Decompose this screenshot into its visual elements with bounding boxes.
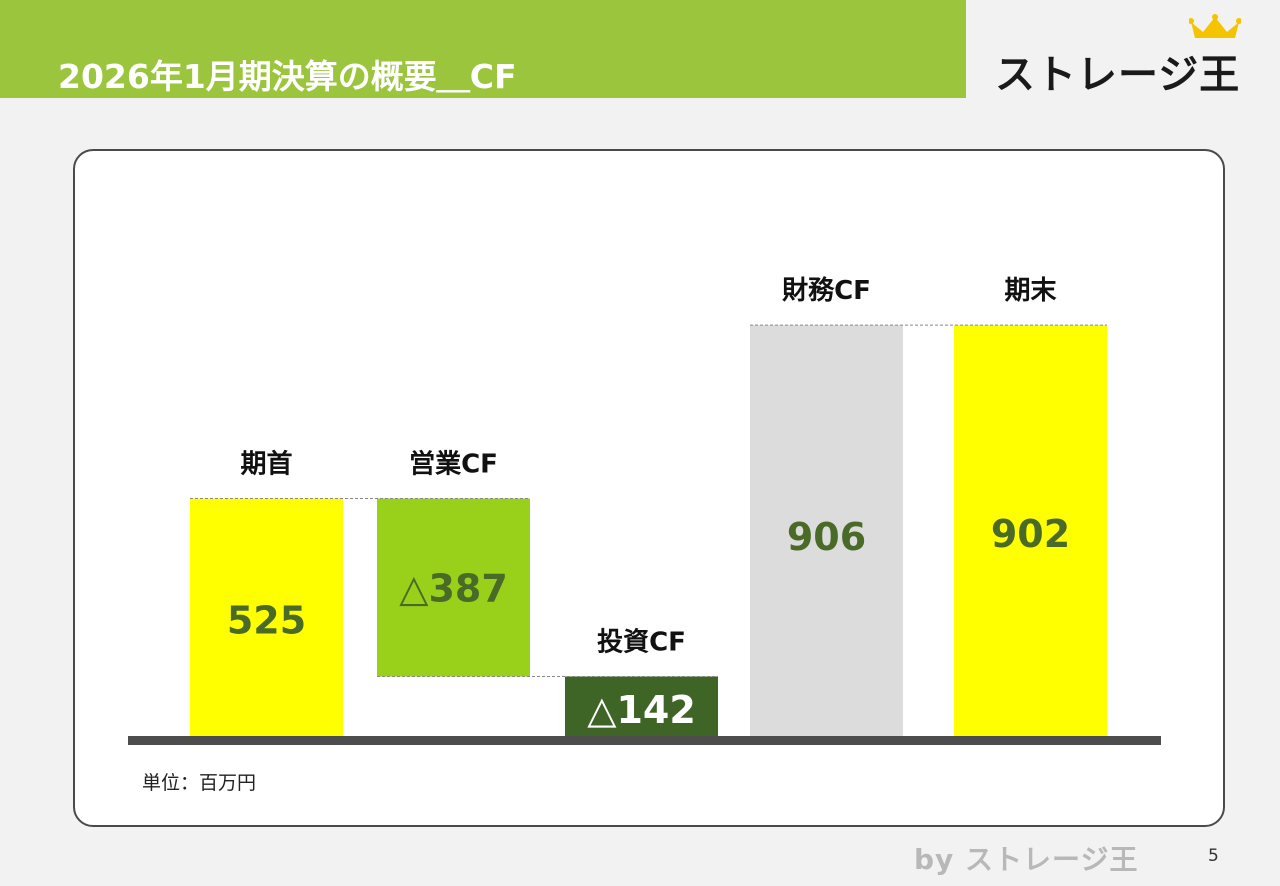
bar-1 [377, 498, 530, 677]
bar-2 [565, 676, 718, 742]
page-title: 2026年1月期決算の概要＿CF [58, 57, 517, 96]
value-label-3: 906 [787, 515, 866, 559]
category-label-2: 投資CF [597, 628, 686, 658]
value-label-2: △142 [587, 688, 696, 732]
logo-text: ストレージ王 [995, 52, 1241, 98]
category-label-3: 財務CF [782, 276, 871, 306]
value-label-1: △387 [399, 567, 508, 611]
value-label-0: 525 [227, 598, 306, 642]
category-label-1: 営業CF [409, 450, 498, 480]
bar-3 [750, 325, 903, 742]
value-label-4: 902 [991, 512, 1070, 556]
unit-label: 単位：百万円 [142, 772, 257, 794]
bar-4 [954, 325, 1107, 740]
title-bar [0, 0, 966, 98]
bar-0 [190, 498, 343, 740]
baseline-axis [128, 736, 1161, 745]
crown-icon [1189, 14, 1241, 38]
footer-brand: by ストレージ王 [914, 843, 1139, 876]
brand-logo: ストレージ王 [995, 14, 1245, 98]
category-label-0: 期首 [240, 449, 292, 480]
category-label-4: 期末 [1004, 276, 1057, 306]
page-number: 5 [1208, 846, 1219, 866]
